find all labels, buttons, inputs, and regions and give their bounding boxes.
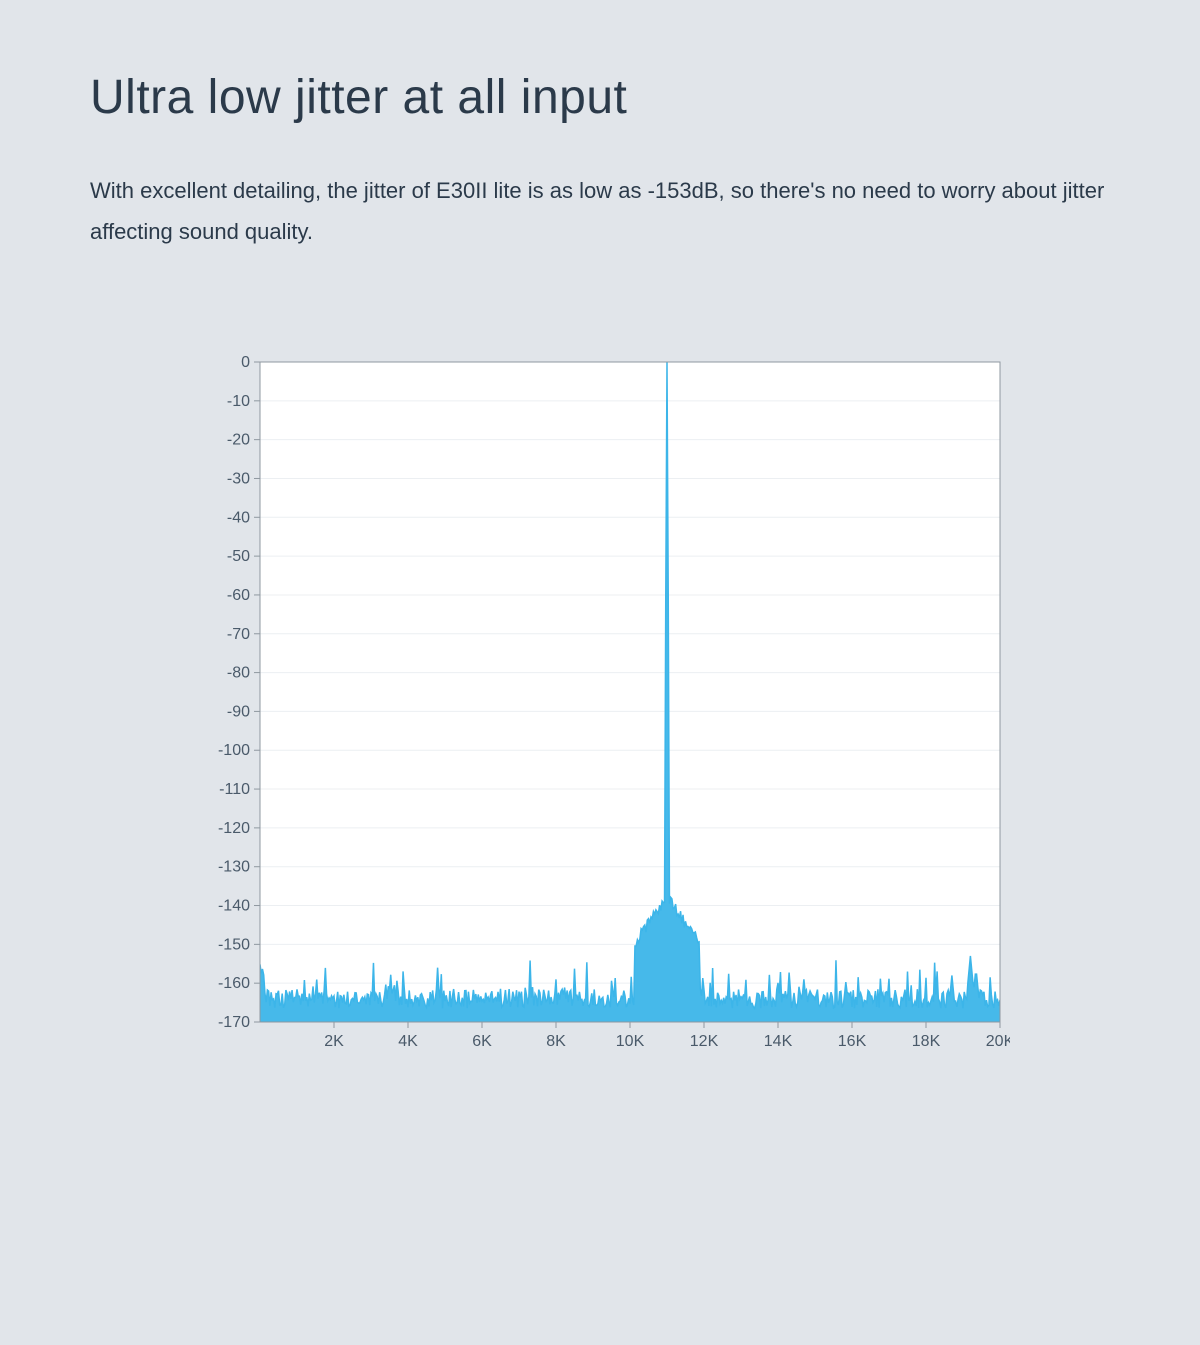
y-tick-label: -90 bbox=[227, 704, 250, 721]
y-tick-label: -110 bbox=[219, 781, 250, 798]
x-tick-label: 20K bbox=[986, 1033, 1010, 1050]
y-tick-label: -160 bbox=[218, 976, 250, 993]
y-tick-label: -170 bbox=[218, 1014, 250, 1031]
y-tick-label: -120 bbox=[218, 820, 250, 837]
y-tick-label: -40 bbox=[227, 510, 250, 527]
y-tick-label: -60 bbox=[227, 587, 250, 604]
y-tick-label: -50 bbox=[227, 548, 250, 565]
x-tick-label: 2K bbox=[324, 1033, 344, 1050]
x-tick-label: 18K bbox=[912, 1033, 941, 1050]
y-tick-label: 0 bbox=[241, 354, 250, 371]
y-tick-label: -100 bbox=[218, 743, 250, 760]
jitter-spectrum-chart: 0 -10 -20 -30 -40 -50 -60 -70 -80 -90 -100 -110 -120… bbox=[190, 352, 1010, 1052]
y-tick-label: -130 bbox=[218, 859, 250, 876]
y-tick-label: -80 bbox=[227, 665, 250, 682]
x-tick-label: 6K bbox=[472, 1033, 492, 1050]
page-root: Ultra low jitter at all input With excel… bbox=[0, 0, 1200, 1052]
page-description: With excellent detailing, the jitter of … bbox=[90, 171, 1110, 252]
y-tick-label: -20 bbox=[227, 432, 250, 449]
x-tick-label: 16K bbox=[838, 1033, 867, 1050]
jitter-chart-container: 0 -10 -20 -30 -40 -50 -60 -70 -80 -90 -100 -110 -120… bbox=[90, 352, 1110, 1052]
y-tick-label: -140 bbox=[218, 898, 250, 915]
y-tick-label: -70 bbox=[227, 626, 250, 643]
x-tick-label: 4K bbox=[398, 1033, 418, 1050]
x-tick-label: 12K bbox=[690, 1033, 719, 1050]
y-tick-label: -30 bbox=[227, 471, 250, 488]
x-tick-label: 8K bbox=[546, 1033, 566, 1050]
x-tick-label: 10K bbox=[616, 1033, 645, 1050]
page-title: Ultra low jitter at all input bbox=[90, 70, 1110, 125]
y-tick-label: -10 bbox=[227, 393, 250, 410]
x-tick-label: 14K bbox=[764, 1033, 793, 1050]
y-tick-label: -150 bbox=[218, 937, 250, 954]
